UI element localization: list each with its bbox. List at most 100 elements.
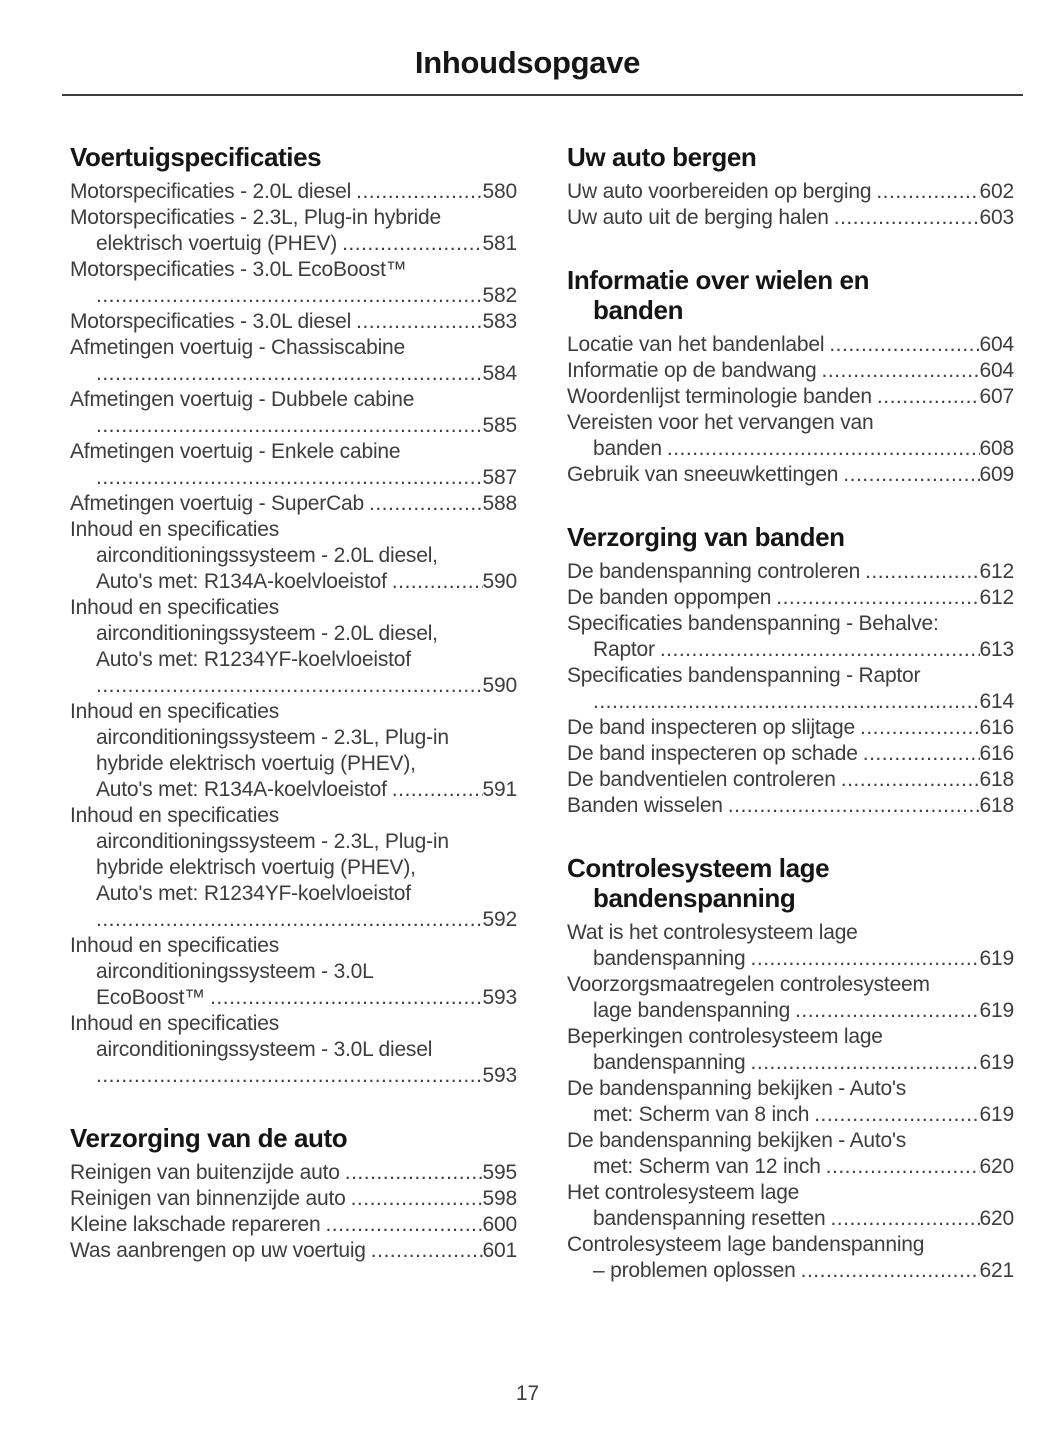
- toc-entry-line: Reinigen van binnenzijde auto...........…: [70, 1186, 517, 1212]
- leader-dots: ........................................…: [593, 690, 980, 713]
- leader-dots: ........................................…: [96, 908, 483, 931]
- leader-dots: ........................................…: [350, 1187, 483, 1210]
- toc-column-left: Voertuigspecificaties Motorspecificaties …: [70, 142, 517, 1318]
- toc-entry-line: ........................................…: [567, 689, 1014, 715]
- leader-dots: ........................................…: [795, 999, 980, 1022]
- section-heading-line: Verzorging van banden: [567, 522, 845, 552]
- page-ref: 609: [979, 463, 1015, 486]
- toc-entry-line: met: Scherm van 8 inch..................…: [567, 1102, 1014, 1128]
- section-heading: Controlesysteem lage bandenspanning: [567, 853, 1014, 913]
- leader-dots: ........................................…: [843, 463, 980, 486]
- toc-entry-line: De band inspecteren op slijtage.........…: [567, 715, 1014, 741]
- page-ref: 595: [482, 1161, 518, 1184]
- page-ref: 612: [979, 586, 1015, 609]
- toc-entry-line: Voorzorgsmaatregelen controlesysteem: [567, 973, 930, 996]
- entry-text: Afmetingen voertuig - SuperCab: [70, 492, 364, 515]
- page-ref: 581: [482, 232, 518, 255]
- page-ref: 591: [482, 778, 518, 801]
- toc-entry-line: Inhoud en specificaties: [70, 1012, 280, 1035]
- page-ref: 604: [979, 333, 1015, 356]
- section-heading: Voertuigspecificaties: [70, 142, 517, 172]
- toc-entry-line: De bandenspanning bekijken - Auto's: [567, 1077, 907, 1100]
- toc-entry-line: Auto's met: R1234YF-koelvloeistof: [96, 882, 411, 905]
- toc-entry-line: Afmetingen voertuig - Chassiscabine: [70, 336, 406, 359]
- toc-entry-line: Het controlesysteem lage: [567, 1181, 800, 1204]
- leader-dots: ........................................…: [666, 437, 980, 460]
- page-ref: 608: [979, 437, 1015, 460]
- toc-entry-line: De bandenspanning controleren...........…: [567, 559, 1014, 585]
- entry-text: Banden wisselen: [567, 794, 723, 817]
- entry-text: De banden oppompen: [567, 586, 772, 609]
- entry-text: Motorspecificaties - 2.0L diesel: [70, 180, 352, 203]
- page-title: Inhoudsopgave: [414, 45, 641, 80]
- leader-dots: ........................................…: [776, 586, 979, 609]
- entry-text: met: Scherm van 8 inch: [593, 1103, 810, 1126]
- toc-entry-line: ........................................…: [70, 361, 517, 387]
- toc-entry: Motorspecificaties - 3.0L diesel........…: [70, 309, 517, 335]
- toc-entry-line: airconditioningssysteem - 2.0L diesel,: [96, 622, 438, 645]
- toc-section: Voertuigspecificaties Motorspecificaties …: [70, 142, 517, 1089]
- toc-entry: Informatie op de bandwang...............…: [567, 358, 1014, 384]
- toc-entry: Inhoud en specificaties airconditioningss…: [70, 517, 517, 595]
- toc-entry-line: Inhoud en specificaties: [70, 518, 280, 541]
- entry-text: Uw auto uit de berging halen: [567, 206, 829, 229]
- toc-entry: Woordenlijst terminologie banden........…: [567, 384, 1014, 410]
- entry-text: Auto's met: R134A-koelvloeistof: [96, 778, 387, 801]
- toc-entry-line: airconditioningssysteem - 3.0L diesel: [96, 1038, 433, 1061]
- entry-text: Gebruik van sneeuwkettingen: [567, 463, 839, 486]
- entry-text: Informatie op de bandwang: [567, 359, 817, 382]
- entry-text: Woordenlijst terminologie banden: [567, 385, 872, 408]
- leader-dots: ........................................…: [876, 385, 980, 408]
- entry-text: Was aanbrengen op uw voertuig: [70, 1239, 366, 1262]
- toc-entry: Reinigen van binnenzijde auto...........…: [70, 1186, 517, 1212]
- section-heading: Uw auto bergen: [567, 142, 1014, 172]
- entry-text: Reinigen van buitenzijde auto: [70, 1161, 340, 1184]
- toc-entry-line: EcoBoost™...............................…: [70, 985, 517, 1011]
- leader-dots: ........................................…: [96, 362, 483, 385]
- toc-entry-line: airconditioningssysteem - 3.0L: [96, 960, 374, 983]
- leader-dots: ........................................…: [96, 674, 483, 697]
- toc-entry-line: Vereisten voor het vervangen van: [567, 411, 874, 434]
- toc-entry-line: bandenspanning..........................…: [567, 946, 1014, 972]
- section-heading-line: Verzorging van de auto: [70, 1123, 348, 1153]
- leader-dots: ........................................…: [821, 359, 980, 382]
- toc-entry: Gebruik van sneeuwkettingen.............…: [567, 462, 1014, 488]
- page-ref: 588: [482, 492, 518, 515]
- toc-entry: Banden wisselen.........................…: [567, 793, 1014, 819]
- section-heading-line: Uw auto bergen: [567, 142, 757, 172]
- toc-entry-line: Afmetingen voertuig - SuperCab..........…: [70, 491, 517, 517]
- leader-dots: ........................................…: [833, 206, 980, 229]
- entry-text: Reinigen van binnenzijde auto: [70, 1187, 346, 1210]
- leader-dots: ........................................…: [829, 333, 979, 356]
- page-ref: 590: [482, 674, 518, 697]
- entry-text: De band inspecteren op slijtage: [567, 716, 855, 739]
- page-ref: 580: [482, 180, 518, 203]
- section-heading-line: Controlesysteem lage: [567, 853, 830, 883]
- toc-entry-line: Inhoud en specificaties: [70, 700, 280, 723]
- toc-entry: Inhoud en specificaties airconditioningss…: [70, 595, 517, 699]
- page-ref: 612: [979, 560, 1015, 583]
- leader-dots: ........................................…: [800, 1259, 980, 1282]
- leader-dots: ........................................…: [750, 947, 980, 970]
- leader-dots: ........................................…: [830, 1207, 979, 1230]
- toc-entry: Inhoud en specificaties airconditioningss…: [70, 1011, 517, 1089]
- toc-entry-line: ........................................…: [70, 413, 517, 439]
- entry-text: EcoBoost™: [96, 986, 206, 1009]
- page-ref: 618: [979, 794, 1015, 817]
- toc-entry-line: airconditioningssysteem - 2.0L diesel,: [96, 544, 438, 567]
- page-ref: 618: [979, 768, 1015, 791]
- toc-entry-line: Motorspecificaties - 3.0L diesel........…: [70, 309, 517, 335]
- toc-entry-line: De bandenspanning bekijken - Auto's: [567, 1129, 907, 1152]
- leader-dots: ........................................…: [727, 794, 980, 817]
- entry-text: met: Scherm van 12 inch: [593, 1155, 821, 1178]
- toc-entry-line: ........................................…: [70, 1063, 517, 1089]
- leader-dots: ........................................…: [391, 778, 483, 801]
- toc-entry-line: hybride elektrisch voertuig (PHEV),: [96, 856, 416, 879]
- page-ref: 592: [482, 908, 518, 931]
- page-ref: 616: [979, 716, 1015, 739]
- toc-entry-line: Auto's met: R134A-koelvloeistof.........…: [70, 777, 517, 803]
- toc-entry-line: met: Scherm van 12 inch.................…: [567, 1154, 1014, 1180]
- toc-entry-line: Uw auto voorbereiden op berging.........…: [567, 179, 1014, 205]
- toc-entry-line: elektrisch voertuig (PHEV)..............…: [70, 231, 517, 257]
- entry-text: Auto's met: R134A-koelvloeistof: [96, 570, 387, 593]
